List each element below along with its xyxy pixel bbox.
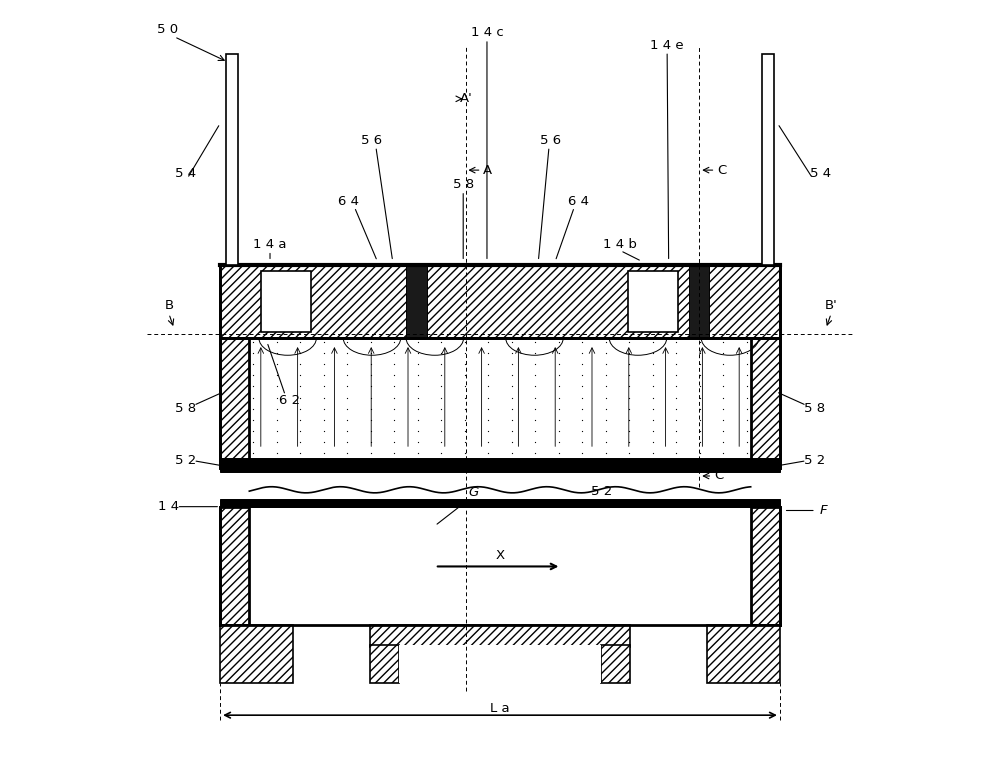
- Text: 5 8: 5 8: [175, 402, 196, 415]
- Text: 1 4: 1 4: [158, 500, 179, 513]
- Text: 1 4 a: 1 4 a: [253, 238, 287, 251]
- Text: 5 2: 5 2: [591, 485, 612, 498]
- Text: B: B: [164, 300, 173, 313]
- Text: B': B': [825, 300, 838, 313]
- Text: 6 4: 6 4: [568, 195, 589, 208]
- Bar: [406, 265, 427, 338]
- Bar: [220, 507, 249, 625]
- Text: 5 6: 5 6: [361, 134, 382, 147]
- Text: A': A': [460, 92, 473, 105]
- Bar: [220, 265, 780, 338]
- Text: 1 4 b: 1 4 b: [603, 238, 637, 251]
- Text: 5 8: 5 8: [804, 402, 825, 415]
- Text: L a: L a: [490, 702, 510, 715]
- Text: 5 6: 5 6: [540, 134, 561, 147]
- Text: F: F: [820, 504, 827, 517]
- Text: C': C': [714, 469, 727, 482]
- Bar: [689, 265, 709, 338]
- Text: 1 4 c: 1 4 c: [471, 26, 503, 39]
- Bar: [249, 338, 751, 468]
- Bar: [751, 507, 780, 625]
- Text: 5 0: 5 0: [157, 23, 178, 36]
- Text: C: C: [717, 164, 726, 177]
- Bar: [220, 625, 293, 683]
- Bar: [601, 645, 630, 683]
- Bar: [261, 271, 311, 332]
- Bar: [249, 507, 751, 625]
- Bar: [226, 55, 238, 265]
- Bar: [762, 55, 774, 265]
- Bar: [370, 625, 630, 647]
- Text: 5 2: 5 2: [175, 454, 196, 467]
- Bar: [370, 645, 399, 683]
- Text: A: A: [483, 164, 492, 177]
- Text: 5 4: 5 4: [810, 167, 831, 180]
- Text: 5 8: 5 8: [453, 178, 474, 191]
- Text: 5 4: 5 4: [175, 167, 196, 180]
- Bar: [399, 645, 601, 683]
- Text: G: G: [469, 486, 479, 499]
- Text: 6 2: 6 2: [279, 394, 301, 407]
- Text: X: X: [495, 549, 505, 562]
- Bar: [751, 338, 780, 468]
- Text: 5 2: 5 2: [804, 454, 825, 467]
- Bar: [220, 338, 249, 468]
- Text: 6 4: 6 4: [338, 195, 359, 208]
- Bar: [220, 458, 780, 472]
- Text: 1 4 e: 1 4 e: [650, 38, 684, 51]
- Bar: [707, 625, 780, 683]
- Bar: [628, 271, 678, 332]
- Bar: [220, 499, 780, 507]
